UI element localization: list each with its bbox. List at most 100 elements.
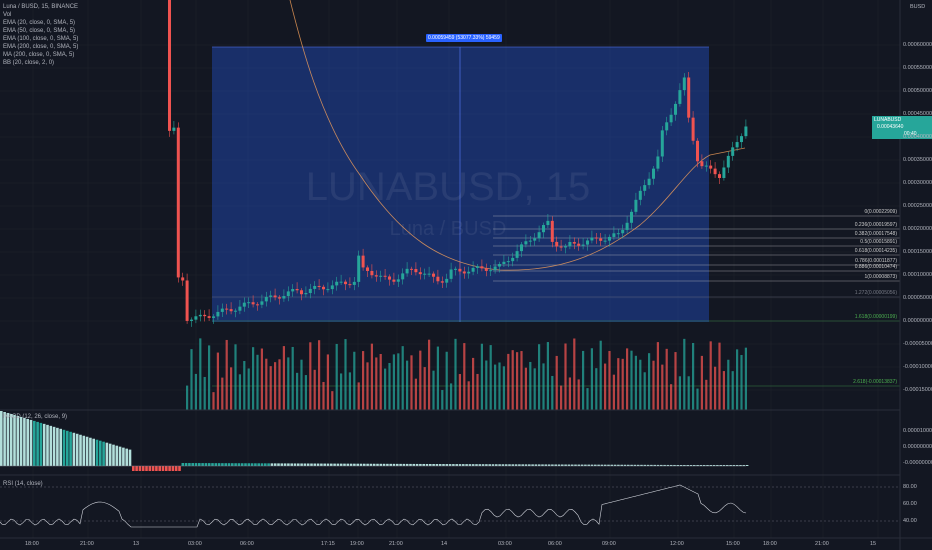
volume-bar [313, 369, 316, 410]
volume-bar [542, 363, 545, 410]
volume-bar [577, 379, 580, 410]
price-axis-label: 0.00050000 [903, 88, 932, 94]
rsi-legend[interactable]: RSI (14, close) [3, 481, 43, 487]
legend-ma200[interactable]: MA (200, close, 0, SMA, 5) [3, 52, 75, 58]
macd-bar [689, 465, 693, 466]
time-axis-label: 21:00 [389, 541, 403, 547]
fib-level-label: 0.5(0.00015891) [860, 239, 897, 245]
legend-ema50[interactable]: EMA (50, close, 0, SMA, 5) [3, 28, 76, 34]
macd-bar [584, 464, 587, 466]
candle [432, 273, 435, 277]
macd-bar [287, 463, 290, 466]
fib-level-label: 0(0.00022909) [864, 209, 897, 215]
volume-bar [467, 381, 470, 410]
macd-bar [105, 442, 109, 466]
legend-vol[interactable]: Vol [3, 12, 12, 18]
volume-bar [388, 363, 391, 410]
candle [652, 168, 655, 179]
candle [709, 165, 713, 169]
candle [656, 156, 660, 169]
macd-bar [722, 465, 726, 466]
macd-bar [656, 464, 660, 466]
macd-bar [683, 465, 686, 466]
candle [370, 270, 374, 276]
volume-bar [683, 338, 686, 410]
ema-line [289, 0, 746, 271]
legend-bb[interactable]: BB (20, close, 2, 0) [3, 60, 55, 66]
macd-bar [478, 464, 482, 466]
candle [542, 225, 545, 233]
candle [352, 281, 356, 285]
macd-bar [201, 463, 204, 466]
volume-bar [445, 351, 448, 410]
macd-bar [504, 464, 508, 466]
volume-bar [331, 391, 334, 410]
candle [401, 273, 405, 280]
candle [339, 281, 343, 283]
volume-bar [238, 374, 241, 410]
volume-bar [362, 351, 365, 410]
macd-bar [379, 463, 383, 466]
macd-bar [481, 464, 485, 466]
volume-bar [428, 339, 431, 410]
macd-bar [214, 463, 218, 466]
macd-bar [382, 463, 386, 466]
watermark-symbol: LUNABUSD, 15 [306, 165, 591, 209]
macd-bar [217, 463, 221, 466]
macd-bar [313, 463, 317, 466]
macd-bar [508, 464, 511, 466]
volume-bar [278, 359, 281, 410]
macd-bar [145, 466, 148, 471]
quote-currency: BUSD [910, 4, 926, 10]
price-tag-symbol: LUNABUSD [874, 117, 902, 123]
macd-legend[interactable]: MACD (12, 26, close, 9) [3, 414, 68, 420]
macd-bar [719, 465, 722, 466]
macd-bar [693, 465, 696, 466]
candle [647, 178, 651, 186]
macd-bar [702, 465, 706, 466]
macd-bar [151, 466, 155, 471]
candle [304, 293, 308, 295]
macd-bar [148, 466, 152, 471]
macd-bar [108, 443, 112, 466]
candle [335, 281, 339, 286]
candle [621, 229, 625, 234]
volume-bar [626, 348, 629, 410]
macd-bar [650, 464, 653, 466]
legend-ema20[interactable]: EMA (20, close, 0, SMA, 5) [3, 20, 76, 26]
time-axis-label: 13 [133, 541, 140, 547]
volume-bar [318, 340, 321, 410]
macd-bar [564, 464, 567, 466]
macd-bar [610, 464, 614, 466]
macd-bar [577, 464, 581, 466]
macd-bar [125, 448, 128, 466]
volume-bar [652, 360, 655, 410]
volume-bar [546, 342, 549, 410]
macd-bar [458, 464, 462, 466]
macd-bar [551, 464, 554, 466]
candle [612, 233, 616, 237]
macd-bar [501, 464, 505, 466]
volume-bar [564, 343, 567, 410]
legend-ema200[interactable]: EMA (200, close, 0, SMA, 5) [3, 44, 79, 50]
macd-bar [643, 464, 647, 466]
price-axis-label: 0.00025000 [903, 203, 932, 209]
macd-bar [399, 463, 402, 466]
volume-bar [269, 366, 272, 410]
macd-bar [165, 466, 168, 471]
macd-bar [250, 463, 254, 466]
macd-bar [669, 464, 673, 466]
legend-title[interactable]: Luna / BUSD, 15, BINANCE [3, 4, 79, 10]
macd-bar [257, 463, 260, 466]
macd-bar [89, 437, 92, 466]
legend-ema100[interactable]: EMA (100, close, 0, SMA, 5) [3, 36, 79, 42]
fib-level-label: 2.618(-0.00013837) [853, 379, 897, 385]
candle [344, 281, 347, 285]
macd-bar [211, 463, 214, 466]
macd-bar [99, 440, 102, 466]
time-axis-label: 09:00 [602, 541, 616, 547]
macd-bar [95, 439, 99, 466]
macd-bar [369, 463, 373, 466]
volume-bar [533, 368, 536, 410]
